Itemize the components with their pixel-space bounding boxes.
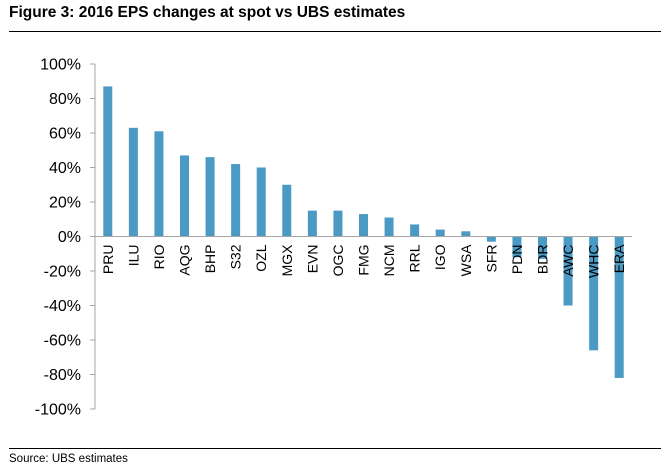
bar-sfr: [486, 236, 496, 242]
y-tick-label: 80%: [49, 91, 81, 108]
y-tick-label: 20%: [49, 195, 81, 212]
x-tick-label: OGC: [330, 245, 346, 277]
x-tick-label: ERA: [611, 244, 627, 273]
bar-whc: [589, 236, 599, 351]
x-tick-label: NCM: [381, 245, 397, 277]
bar-mgx: [282, 184, 292, 237]
bar-ilu: [128, 127, 138, 237]
x-tick-label: OZL: [253, 244, 269, 271]
bar-ozl: [256, 167, 266, 237]
y-tick-label: 60%: [49, 126, 81, 143]
bar-wsa: [461, 231, 471, 237]
bar-igo: [435, 229, 445, 237]
x-tick-label: AQG: [177, 245, 193, 276]
y-tick-label: -20%: [44, 264, 81, 281]
x-tick-label: ILU: [125, 245, 141, 267]
y-axis: 100% 80% 60% 40% 20% 0% -20% -40% -60% -80% -100%: [35, 57, 96, 419]
y-tick-label: -40%: [44, 298, 81, 315]
bar-pdn: [512, 236, 522, 258]
bar-bdr: [538, 236, 547, 259]
y-tick-label: 100%: [40, 57, 81, 74]
bar-aqg: [180, 155, 189, 237]
x-axis-labels: PRU ILU RIO AQG BHP S32 OZL MGX EVN OGC FMG NCM RRL I…: [100, 244, 627, 278]
y-tick-label: -100%: [35, 402, 81, 419]
y-tick-label: 0%: [58, 229, 81, 246]
x-tick-label: PRU: [100, 245, 116, 275]
x-tick-label: WSA: [458, 244, 474, 277]
x-tick-label: MGX: [279, 244, 295, 277]
x-tick-label: BHP: [202, 245, 218, 274]
bar-bhp: [205, 157, 215, 237]
bar-ncm: [384, 217, 394, 237]
bar-evn: [307, 210, 317, 237]
bar-fmg: [359, 214, 368, 237]
y-tick-label: 40%: [49, 160, 81, 177]
x-tick-label: BDR: [535, 245, 551, 275]
x-tick-label: RIO: [151, 244, 167, 269]
bar-awc: [563, 236, 573, 306]
y-tick-label: -80%: [44, 367, 81, 384]
source-rule: [9, 448, 661, 449]
x-tick-label: PDN: [509, 245, 525, 275]
title-rule: [9, 31, 661, 32]
y-tick-label: -60%: [44, 333, 81, 350]
x-tick-label: IGO: [432, 244, 448, 270]
bars: [95, 86, 632, 378]
bar-pru: [103, 86, 113, 237]
x-tick-label: RRL: [407, 244, 423, 272]
x-tick-label: AWC: [560, 245, 576, 277]
bar-rio: [154, 131, 164, 237]
figure-title: Figure 3: 2016 EPS changes at spot vs UB…: [9, 4, 406, 21]
bar-s32: [231, 164, 241, 237]
bar-ogc: [333, 210, 343, 237]
x-tick-label: FMG: [356, 245, 372, 276]
bar-era: [614, 236, 624, 378]
x-tick-label: EVN: [304, 245, 320, 274]
x-tick-label: WHC: [586, 245, 602, 278]
bar-rrl: [410, 224, 420, 237]
x-tick-label: SFR: [483, 245, 499, 273]
source-note: Source: UBS estimates: [9, 453, 128, 465]
x-tick-label: S32: [228, 244, 244, 269]
